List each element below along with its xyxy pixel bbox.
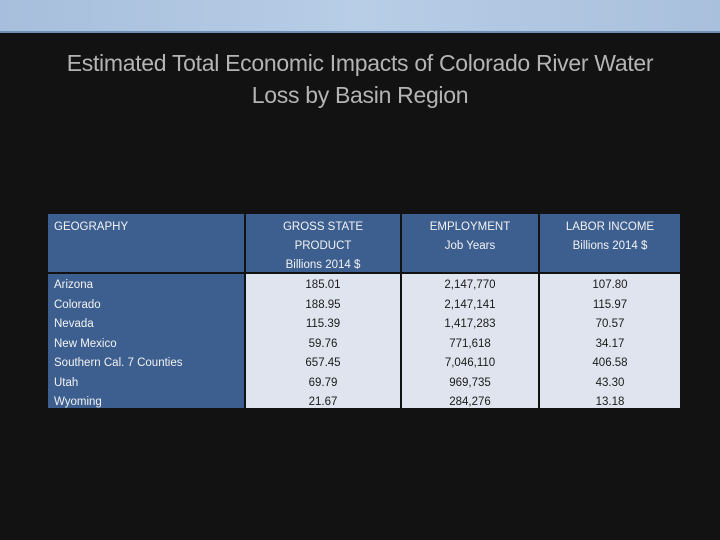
- table-cell-geography: Wyoming: [54, 396, 102, 408]
- geography-cells: Arizona Colorado Nevada New Mexico South…: [48, 274, 244, 408]
- table-cell-geography: New Mexico: [54, 337, 117, 350]
- table-cell-labor-income: 13.18: [595, 396, 625, 408]
- table-cell-employment: 2,147,770: [444, 279, 496, 291]
- table-cell-gsp: 69.79: [308, 376, 338, 389]
- gsp-cells: 185.01 188.95 115.39 59.76 657.45 69.79 …: [246, 274, 400, 408]
- table-cell-employment: 969,735: [449, 376, 491, 389]
- table-cell-geography: Colorado: [54, 298, 101, 311]
- employment-cells: 2,147,770 2,147,141 1,417,283 771,618 7,…: [402, 274, 538, 408]
- title-line-2: Loss by Basin Region: [251, 82, 469, 108]
- header-gross-state-product: GROSS STATE PRODUCT Billions 2014 $: [246, 214, 400, 272]
- table-cell-employment: 771,618: [449, 337, 491, 350]
- header-labor-line-2: Billions 2014 $: [572, 240, 648, 252]
- top-banner: [0, 0, 720, 31]
- header-geography-label: GEOGRAPHY: [54, 221, 129, 233]
- table-cell-geography: Arizona: [54, 279, 93, 291]
- table-cell-labor-income: 34.17: [595, 337, 625, 350]
- slide-title: Estimated Total Economic Impacts of Colo…: [30, 47, 690, 111]
- table-cell-employment: 7,046,110: [444, 357, 496, 369]
- table-cell-labor-income: 115.97: [592, 298, 628, 311]
- table-cell-labor-income: 43.30: [595, 376, 625, 389]
- table-cell-gsp: 115.39: [305, 318, 341, 330]
- header-gsp-line-2: PRODUCT: [294, 240, 352, 252]
- header-gsp-line-3: Billions 2014 $: [285, 259, 361, 271]
- table-cell-employment: 2,147,141: [444, 298, 496, 311]
- header-labor-income: LABOR INCOME Billions 2014 $: [540, 214, 680, 272]
- header-employment: EMPLOYMENT Job Years: [402, 214, 538, 272]
- header-labor-line-1: LABOR INCOME: [565, 221, 655, 233]
- table-cell-gsp: 185.01: [305, 279, 341, 291]
- header-gsp-line-1: GROSS STATE: [282, 221, 364, 233]
- header-geography: GEOGRAPHY: [48, 214, 244, 272]
- labor-income-cells: 107.80 115.97 70.57 34.17 406.58 43.30 1…: [540, 274, 680, 408]
- column-geography: GEOGRAPHY Arizona Colorado Nevada New Me…: [48, 214, 244, 408]
- table-cell-gsp: 188.95: [305, 298, 341, 311]
- table-cell-gsp: 21.67: [308, 396, 338, 408]
- table-cell-gsp: 657.45: [305, 357, 341, 369]
- table-cell-geography: Southern Cal. 7 Counties: [54, 357, 183, 369]
- column-labor-income: LABOR INCOME Billions 2014 $ 107.80 115.…: [540, 214, 680, 408]
- table-cell-geography: Utah: [54, 376, 79, 389]
- economic-impacts-table: GEOGRAPHY Arizona Colorado Nevada New Me…: [48, 214, 680, 408]
- table-cell-employment: 1,417,283: [444, 318, 496, 330]
- table-cell-labor-income: 70.57: [595, 318, 625, 330]
- column-gross-state-product: GROSS STATE PRODUCT Billions 2014 $ 185.…: [246, 214, 400, 408]
- title-line-1: Estimated Total Economic Impacts of Colo…: [66, 50, 654, 76]
- table-cell-geography: Nevada: [54, 318, 94, 330]
- banner-divider: [0, 31, 720, 33]
- header-employment-line-1: EMPLOYMENT: [429, 221, 511, 233]
- table-cell-employment: 284,276: [449, 396, 491, 408]
- header-employment-line-2: Job Years: [444, 240, 496, 252]
- table-cell-gsp: 59.76: [308, 337, 338, 350]
- table-cell-labor-income: 406.58: [592, 357, 628, 369]
- table-cell-labor-income: 107.80: [592, 279, 628, 291]
- column-employment: EMPLOYMENT Job Years 2,147,770 2,147,141…: [402, 214, 538, 408]
